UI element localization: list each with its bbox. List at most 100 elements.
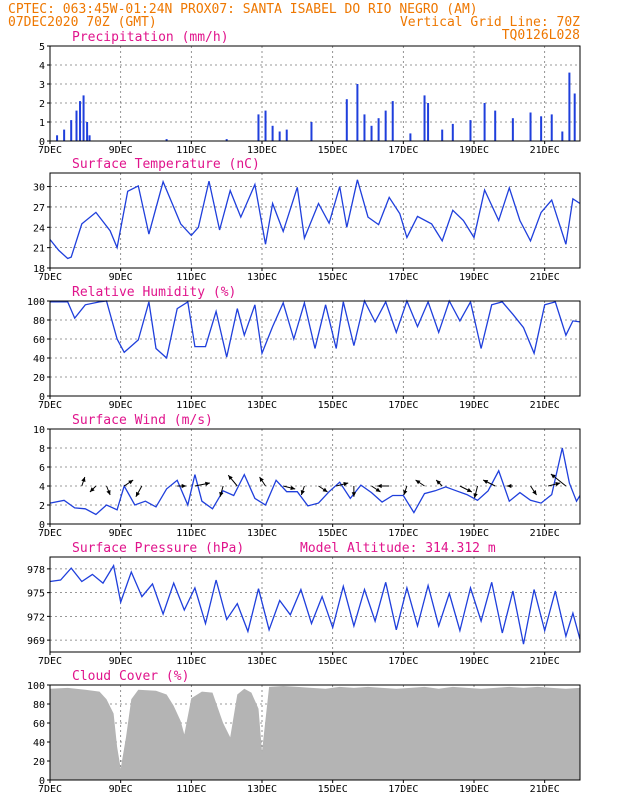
precip-bar bbox=[79, 101, 82, 141]
precip-frame bbox=[49, 45, 581, 142]
wind-vector bbox=[403, 485, 408, 496]
wind-vector bbox=[135, 485, 143, 498]
precip-bar bbox=[88, 135, 91, 141]
wind-vector-head bbox=[290, 485, 296, 491]
wind-xtick-label: 21DEC bbox=[530, 528, 560, 539]
precip-bar bbox=[285, 129, 288, 141]
precip-bar bbox=[356, 84, 359, 141]
humidity-ytick-label: 60 bbox=[33, 335, 45, 346]
wind-vector-head bbox=[106, 490, 111, 495]
temperature-xtick-label: 13DEC bbox=[247, 272, 277, 283]
wind-vector-head bbox=[128, 480, 134, 485]
temperature-xtick-label: 21DEC bbox=[530, 272, 560, 283]
precip-ytick-label: 1 bbox=[39, 118, 45, 129]
wind-vector bbox=[459, 485, 473, 493]
cloud-frame bbox=[49, 684, 581, 781]
precip-bar bbox=[469, 120, 472, 141]
precip-bar bbox=[363, 114, 366, 141]
wind-vector-head bbox=[322, 487, 328, 492]
wind-vector-head bbox=[219, 491, 224, 497]
wind-vector bbox=[177, 483, 187, 489]
wind-vector bbox=[336, 481, 349, 487]
cloud-ytick-label: 40 bbox=[33, 738, 45, 749]
wind-vector bbox=[300, 485, 305, 496]
pressure-frame bbox=[49, 556, 581, 653]
header-run-date: 07DEC2020 70Z (GMT) bbox=[8, 15, 157, 30]
precip-bar bbox=[494, 110, 497, 141]
precip-bar bbox=[225, 139, 228, 141]
wind-vector-head bbox=[81, 477, 86, 482]
wind-vector bbox=[123, 479, 134, 487]
temperature-series-line bbox=[49, 179, 581, 260]
wind-vector bbox=[194, 481, 210, 487]
wind-vector bbox=[550, 473, 567, 487]
pressure-subtitle: Model Altitude: 314.312 m bbox=[300, 541, 496, 556]
precip-xtick-label: 17DEC bbox=[388, 145, 418, 156]
precip-bar bbox=[165, 139, 168, 141]
precip-xtick-label: 19DEC bbox=[459, 145, 489, 156]
precip-bar bbox=[345, 99, 348, 141]
pressure-xtick-label: 13DEC bbox=[247, 656, 277, 667]
pressure-xtick-label: 15DEC bbox=[318, 656, 348, 667]
precip-bar bbox=[573, 93, 576, 141]
precip-bar bbox=[70, 120, 73, 141]
precip-bar bbox=[271, 125, 274, 141]
wind-vector-head bbox=[135, 491, 140, 497]
wind-vector-head bbox=[436, 480, 441, 485]
temperature-ytick-label: 30 bbox=[33, 183, 45, 194]
cloud-ytick-label: 20 bbox=[33, 757, 45, 768]
precip-bar bbox=[483, 103, 486, 141]
wind-ytick-label: 10 bbox=[33, 425, 45, 436]
precip-xtick-label: 21DEC bbox=[530, 145, 560, 156]
wind-vector bbox=[548, 481, 561, 487]
precip-xtick-label: 7DEC bbox=[38, 145, 62, 156]
wind-vector bbox=[259, 476, 266, 487]
precip-bar bbox=[63, 129, 66, 141]
wind-vector-head bbox=[532, 490, 537, 495]
precip-bar bbox=[391, 101, 394, 141]
precip-xtick-label: 13DEC bbox=[247, 145, 277, 156]
wind-vector bbox=[371, 485, 381, 493]
precip-bar bbox=[529, 112, 532, 141]
wind-frame bbox=[49, 428, 581, 525]
wind-vector bbox=[106, 485, 111, 496]
precip-bar bbox=[257, 114, 260, 141]
wind-vector bbox=[219, 485, 224, 497]
humidity-xtick-label: 13DEC bbox=[247, 400, 277, 411]
header: CPTEC: 063:45W-01:24N PROX07: SANTA ISAB… bbox=[8, 2, 580, 43]
precip-ytick-label: 3 bbox=[39, 80, 45, 91]
pressure-title: Surface Pressure (hPa) bbox=[72, 541, 244, 556]
wind-ytick-label: 6 bbox=[39, 463, 45, 474]
pressure-xtick-label: 9DEC bbox=[109, 656, 133, 667]
wind-vector-head bbox=[259, 477, 264, 482]
cloud-xtick-label: 19DEC bbox=[459, 784, 489, 795]
humidity-xtick-label: 11DEC bbox=[176, 400, 206, 411]
wind-vector-head bbox=[550, 474, 556, 479]
precip-bar bbox=[511, 118, 514, 141]
cloud-xtick-label: 17DEC bbox=[388, 784, 418, 795]
humidity-ytick-label: 40 bbox=[33, 354, 45, 365]
temperature-xtick-label: 9DEC bbox=[109, 272, 133, 283]
cloud-ytick-label: 80 bbox=[33, 700, 45, 711]
wind-vector-head bbox=[415, 480, 421, 485]
precip-bar bbox=[550, 114, 553, 141]
precip-bar bbox=[264, 110, 267, 141]
precip-bar bbox=[278, 131, 281, 141]
pressure-series-line bbox=[49, 563, 581, 645]
wind-xtick-label: 19DEC bbox=[459, 528, 489, 539]
precip-bar bbox=[568, 72, 571, 141]
cloud-xtick-label: 11DEC bbox=[176, 784, 206, 795]
precip-bar bbox=[409, 133, 412, 141]
wind-vector bbox=[482, 479, 496, 487]
wind-vector bbox=[89, 485, 97, 493]
cloud-area bbox=[50, 686, 580, 780]
wind-ytick-label: 8 bbox=[39, 444, 45, 455]
cloud-xtick-label: 9DEC bbox=[109, 784, 133, 795]
pressure-xtick-label: 19DEC bbox=[459, 656, 489, 667]
wind-vector bbox=[473, 485, 479, 499]
precip-ytick-label: 0 bbox=[39, 137, 45, 148]
wind-vector bbox=[351, 486, 357, 497]
humidity-xtick-label: 19DEC bbox=[459, 400, 489, 411]
wind-vector-head bbox=[375, 487, 381, 492]
